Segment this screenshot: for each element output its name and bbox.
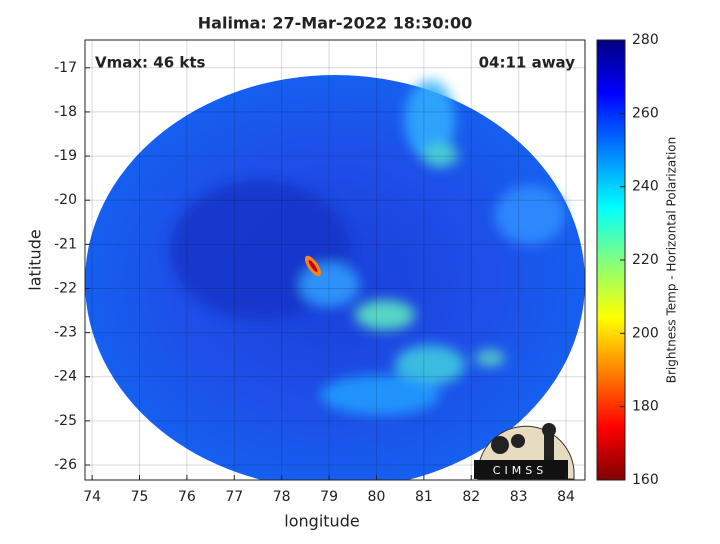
x-tick-label: 82 — [462, 489, 480, 505]
y-tick-label: -20 — [54, 192, 77, 208]
vmax-annotation: Vmax: 46 kts — [95, 54, 205, 72]
x-tick-label: 79 — [320, 489, 338, 505]
x-tick-label: 81 — [415, 489, 433, 505]
y-tick-label: -17 — [54, 60, 77, 76]
colorbar-tick-label: 180 — [632, 399, 659, 415]
colorbar-tick-label: 160 — [632, 472, 659, 488]
y-tick-label: -26 — [54, 457, 77, 473]
x-tick-label: 74 — [83, 489, 101, 505]
x-tick-label: 77 — [225, 489, 243, 505]
y-tick-label: -24 — [54, 369, 77, 385]
satellite-image — [85, 40, 585, 480]
y-tick-label: -25 — [54, 413, 77, 429]
x-tick-label: 80 — [368, 489, 386, 505]
x-tick-label: 84 — [557, 489, 575, 505]
colorbar-tick-label: 220 — [632, 252, 659, 268]
x-tick-label: 78 — [273, 489, 291, 505]
plot-frame — [84, 39, 586, 481]
logo-text: CIMSS — [493, 464, 547, 477]
y-tick-label: -19 — [54, 148, 77, 164]
x-axis-label: longitude — [284, 512, 359, 531]
colorbar-tick-label: 260 — [632, 105, 659, 121]
y-tick-label: -22 — [54, 280, 77, 296]
map-title: Halima: 27-Mar-2022 18:30:00 — [198, 14, 472, 33]
colorbar-tick-label: 200 — [632, 325, 659, 341]
x-tick-label: 83 — [510, 489, 528, 505]
x-tick-label: 76 — [178, 489, 196, 505]
y-tick-label: -18 — [54, 104, 77, 120]
colorbar-tick-label: 240 — [632, 179, 659, 195]
colorbar-label: Brightness Temp - Horizontal Polarizatio… — [665, 137, 679, 384]
x-tick-label: 75 — [131, 489, 149, 505]
time-annotation: 04:11 away — [479, 54, 576, 72]
y-tick-label: -21 — [54, 236, 77, 252]
cimss-logo: CIMSS — [474, 423, 575, 480]
colorbar-tick-label: 280 — [632, 32, 659, 48]
y-tick-label: -23 — [54, 325, 77, 341]
y-axis-label: latitude — [26, 229, 45, 290]
